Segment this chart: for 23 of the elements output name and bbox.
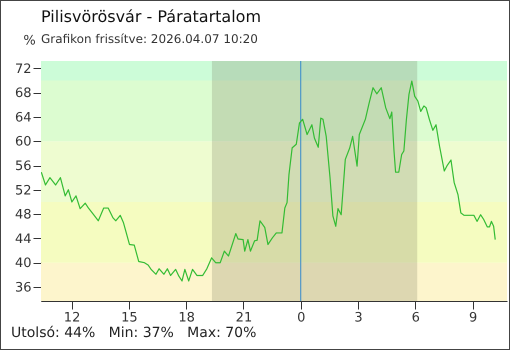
y-tick-label: 40: [14, 256, 32, 272]
x-tick-label: 21: [236, 310, 252, 326]
y-tick-label: 48: [14, 208, 32, 223]
x-tick-label: 12: [64, 310, 80, 326]
x-tick-label: 18: [178, 310, 195, 326]
y-tick-label: 36: [14, 280, 32, 296]
y-tick-label: 52: [14, 183, 32, 198]
x-tick-label: 0: [297, 310, 306, 326]
x-tick-label: 15: [121, 310, 138, 326]
y-tick-label: 64: [14, 110, 32, 126]
y-axis-title: %: [23, 34, 36, 48]
y-tick-label: 44: [14, 232, 32, 247]
chart-subtitle: Grafikon frissítve: 2026.04.07 10:20: [41, 32, 258, 46]
y-tick-label: 60: [14, 134, 32, 150]
line-series: [41, 80, 496, 282]
x-tick-label: 3: [354, 310, 363, 326]
chart-title: Pilisvörösvár - Páratartalom: [41, 7, 262, 26]
x-tick-label: 9: [468, 310, 478, 326]
y-tick-label: 72: [14, 62, 32, 77]
x-tick-label: 6: [412, 310, 420, 326]
y-tick-label: 56: [14, 159, 32, 174]
y-tick-label: 68: [14, 86, 32, 102]
text: Utolsó: 44% Min: 37% Max: 70%: [11, 325, 256, 341]
